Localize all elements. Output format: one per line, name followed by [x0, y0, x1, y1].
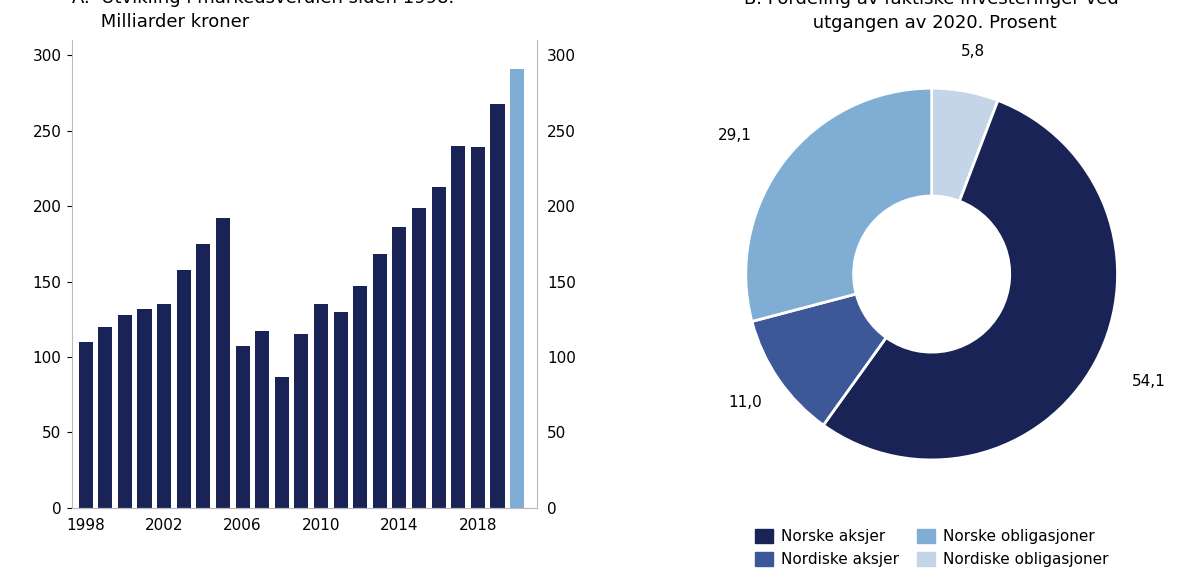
Bar — [510, 69, 524, 508]
Bar — [451, 146, 466, 508]
Text: 54,1: 54,1 — [1132, 374, 1165, 389]
Text: 5,8: 5,8 — [961, 44, 985, 58]
Text: 29,1: 29,1 — [718, 128, 752, 143]
Legend: Norske aksjer, Nordiske aksjer, Norske obligasjoner, Nordiske obligasjoner: Norske aksjer, Nordiske aksjer, Norske o… — [749, 523, 1115, 573]
Title: B. Fordeling av faktiske investeringer ved
 utgangen av 2020. Prosent: B. Fordeling av faktiske investeringer v… — [744, 0, 1120, 32]
Bar — [98, 327, 113, 508]
Bar — [176, 269, 191, 508]
Text: A.  Utvikling i markedsverdien siden 1998.
     Milliarder kroner: A. Utvikling i markedsverdien siden 1998… — [72, 0, 455, 31]
Bar — [314, 304, 328, 508]
Wedge shape — [745, 88, 931, 321]
Bar — [197, 244, 210, 508]
Bar — [138, 309, 151, 508]
Bar — [235, 346, 250, 508]
Wedge shape — [823, 100, 1117, 460]
Bar — [334, 312, 348, 508]
Bar — [294, 335, 308, 508]
Bar — [118, 315, 132, 508]
Wedge shape — [752, 294, 886, 425]
Bar — [373, 254, 386, 508]
Bar — [432, 186, 445, 508]
Wedge shape — [931, 88, 998, 201]
Bar — [353, 286, 367, 508]
Bar — [412, 208, 426, 508]
Text: 11,0: 11,0 — [728, 395, 762, 410]
Bar — [157, 304, 172, 508]
Bar — [79, 342, 92, 508]
Bar — [470, 148, 485, 508]
Bar — [256, 331, 269, 508]
Bar — [392, 227, 407, 508]
Bar — [491, 104, 504, 508]
Bar — [275, 377, 289, 508]
Bar — [216, 218, 230, 508]
